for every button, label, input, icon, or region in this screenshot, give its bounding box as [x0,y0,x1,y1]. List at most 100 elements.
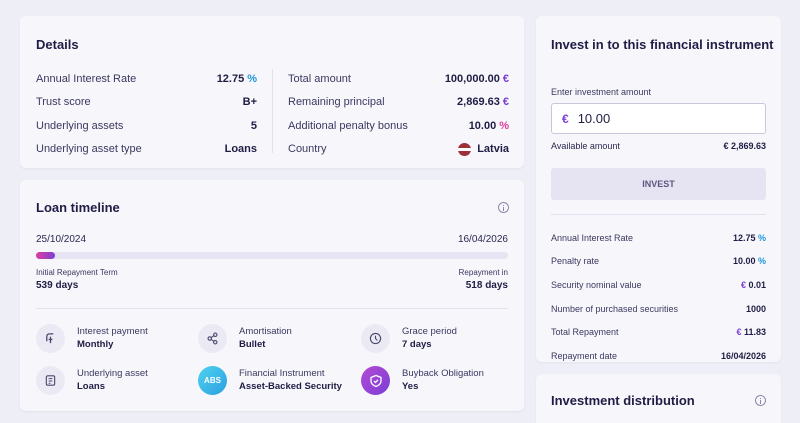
trust-score-value: B+ [242,96,257,109]
feature-amortisation: Amortisation Bullet [198,324,292,353]
share-icon [198,324,227,353]
column-divider [272,69,273,153]
summary-label: Security nominal value [551,279,642,290]
details-title: Details [36,37,79,52]
investment-amount-input[interactable] [577,111,728,126]
summary-row: Number of purchased securities 1000 [551,297,766,321]
info-icon[interactable] [498,202,509,213]
latvia-flag-icon [458,142,472,156]
initial-term-label: Initial Repayment Term [36,268,118,277]
feature-label: Buyback Obligation [402,368,484,379]
feature-underlying-asset: Underlying asset Loans [36,366,148,395]
detail-label: Trust score [36,96,91,109]
detail-row: Trust score B+ [36,91,257,115]
feature-value: Asset-Backed Security [239,381,342,392]
summary-label: Total Repayment [551,327,619,338]
coin-icon [36,324,65,353]
feature-interest-payment: Interest payment Monthly [36,324,148,353]
timeline-progress-bar [36,252,508,259]
repayment-in-value: 518 days [465,280,508,291]
available-label: Available amount [551,141,620,151]
available-value: € 2,869.63 [723,141,766,151]
summary-row: Security nominal value € 0.01 [551,273,766,297]
feature-value: Yes [402,381,419,392]
percent-unit: % [247,72,257,85]
percent-unit: % [499,119,509,132]
feature-value: Monthly [77,339,114,350]
amount-input-box[interactable]: € [551,103,766,134]
remaining-principal-value: 2,869.63 € [457,96,509,109]
detail-label: Annual Interest Rate [36,72,137,85]
invest-button[interactable]: INVEST [551,168,766,200]
loan-timeline-card: Loan timeline 25/10/2024 16/04/2026 Init… [20,180,524,411]
detail-label: Country [288,143,327,156]
details-card: Details Annual Interest Rate 12.75 % Tru… [20,16,524,168]
summary-label: Repayment date [551,350,618,361]
timeline-progress-fill [36,252,55,259]
summary-label: Penalty rate [551,256,600,267]
summary-value: 1000 [745,303,766,314]
feature-label: Grace period [402,326,457,337]
detail-label: Underlying asset type [36,143,142,156]
invest-card: Invest in to this financial instrument E… [536,16,781,362]
euro-unit: € [502,96,509,109]
euro-unit: € [502,72,509,85]
details-right-column: Total amount 100,000.00 € Remaining prin… [288,67,509,161]
country-value: Latvia [458,142,509,156]
feature-label: Financial Instrument [239,368,325,379]
interest-rate-value: 12.75 % [216,72,257,85]
feature-financial-instrument: ABS Financial Instrument Asset-Backed Se… [198,366,342,395]
summary-row: Repayment date 16/04/2026 [551,344,766,368]
distribution-title: Investment distribution [551,393,695,408]
feature-value: 7 days [402,339,432,350]
asset-type-value: Loans [224,143,257,156]
detail-row: Underlying assets 5 [36,114,257,138]
detail-row: Remaining principal 2,869.63 € [288,91,509,115]
summary-value: € 11.83 [736,327,766,338]
detail-label: Remaining principal [288,96,385,109]
summary-row: Annual Interest Rate 12.75 % [551,226,766,250]
divider [551,214,766,215]
total-amount-value: 100,000.00 € [444,72,509,85]
info-icon[interactable] [755,395,766,406]
summary-value: 12.75 % [732,232,766,243]
invest-title: Invest in to this financial instrument [551,37,774,52]
initial-term-value: 539 days [36,280,79,291]
shield-icon [361,366,390,395]
euro-icon: € [562,111,569,126]
investment-distribution-card: Investment distribution [536,374,781,423]
document-icon [36,366,65,395]
detail-label: Additional penalty bonus [288,119,408,132]
summary-label: Number of purchased securities [551,303,679,314]
summary-row: Total Repayment € 11.83 [551,320,766,344]
feature-label: Interest payment [77,326,148,337]
feature-grace-period: Grace period 7 days [361,324,457,353]
summary-label: Annual Interest Rate [551,232,634,243]
feature-value: Loans [77,381,105,392]
penalty-bonus-value: 10.00 % [468,119,509,132]
invest-summary: Annual Interest Rate 12.75 % Penalty rat… [551,226,766,368]
amount-input-label: Enter investment amount [551,87,652,97]
detail-label: Underlying assets [36,119,124,132]
detail-row: Underlying asset type Loans [36,138,257,162]
divider [36,308,508,309]
repayment-in-label: Repayment in [458,268,508,277]
details-left-column: Annual Interest Rate 12.75 % Trust score… [36,67,257,161]
end-date: 16/04/2026 [457,234,508,245]
feature-buyback-obligation: Buyback Obligation Yes [361,366,484,395]
feature-value: Bullet [239,339,266,350]
summary-value: 16/04/2026 [720,350,766,361]
detail-row: Total amount 100,000.00 € [288,67,509,91]
summary-value: 10.00 % [732,256,766,267]
abs-icon: ABS [198,366,227,395]
feature-label: Underlying asset [77,368,148,379]
summary-value: € 0.01 [740,279,766,290]
feature-label: Amortisation [239,326,292,337]
available-amount-row: Available amount € 2,869.63 [551,141,766,151]
clock-icon [361,324,390,353]
detail-label: Total amount [288,72,351,85]
detail-row: Additional penalty bonus 10.00 % [288,114,509,138]
detail-row: Country Latvia [288,138,509,162]
start-date: 25/10/2024 [36,234,87,245]
underlying-assets-value[interactable]: 5 [250,119,257,132]
